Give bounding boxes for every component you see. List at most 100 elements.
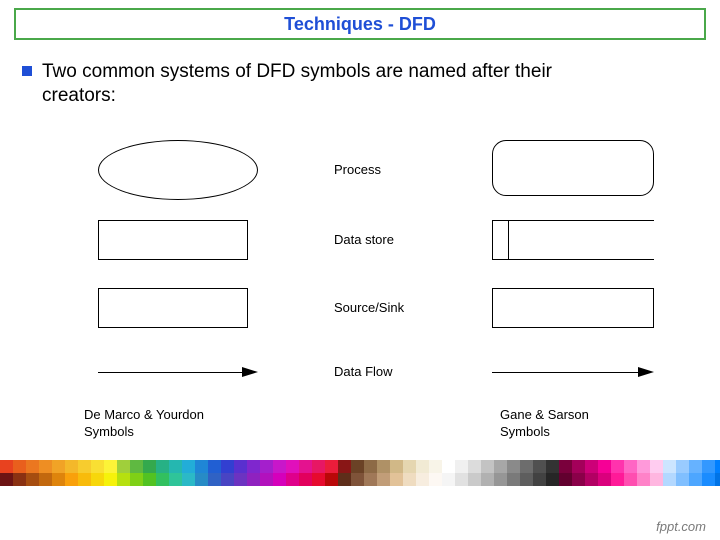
- footer-swatch: [624, 460, 637, 473]
- footer-swatch: [390, 460, 403, 473]
- footer-swatch: [91, 460, 104, 473]
- footer-swatch: [260, 460, 273, 473]
- footer-row: [0, 460, 720, 473]
- footer-swatch: [455, 473, 468, 486]
- footer-swatch: [624, 473, 637, 486]
- footer-swatch: [676, 460, 689, 473]
- row-label-datastore: Data store: [334, 232, 394, 247]
- footer-swatch: [351, 460, 364, 473]
- footer-swatch: [325, 473, 338, 486]
- footer-swatch: [429, 460, 442, 473]
- footer-swatch: [598, 460, 611, 473]
- footer-swatch: [65, 460, 78, 473]
- footer-swatch: [299, 460, 312, 473]
- footer-swatch: [416, 473, 429, 486]
- footer-swatch: [663, 473, 676, 486]
- footer-swatch: [546, 460, 559, 473]
- footer-swatch: [429, 473, 442, 486]
- row-label-process: Process: [334, 162, 381, 177]
- footer-swatch: [52, 460, 65, 473]
- footer-swatch: [442, 460, 455, 473]
- footer-swatch: [169, 473, 182, 486]
- caption-right: Gane & SarsonSymbols: [500, 406, 589, 440]
- right-datastore-shape-leftedge: [492, 220, 493, 260]
- right-process-shape: [492, 140, 654, 196]
- footer-swatch: [156, 473, 169, 486]
- bullet-text-line: Two common systems of DFD symbols are na…: [42, 61, 552, 82]
- dfd-symbols-diagram: ProcessData storeSource/SinkData FlowDe …: [64, 128, 670, 446]
- arrow-head-right-dataflow: [638, 367, 654, 377]
- footer-swatch: [273, 473, 286, 486]
- footer-swatch: [637, 460, 650, 473]
- caption-right-line: Symbols: [500, 424, 550, 439]
- footer-swatch: [351, 473, 364, 486]
- footer-swatch: [338, 460, 351, 473]
- footer-swatch: [481, 460, 494, 473]
- footer-swatch: [416, 460, 429, 473]
- footer-swatch: [78, 460, 91, 473]
- arrow-line-right-dataflow: [492, 372, 638, 373]
- left-process-shape: [98, 140, 258, 200]
- footer-swatch: [689, 473, 702, 486]
- footer-swatch: [663, 460, 676, 473]
- footer-swatch: [325, 460, 338, 473]
- footer-swatch: [611, 473, 624, 486]
- footer-swatch: [507, 473, 520, 486]
- footer-swatch: [247, 460, 260, 473]
- footer-swatch: [221, 460, 234, 473]
- footer-swatch: [169, 460, 182, 473]
- footer-swatch: [312, 473, 325, 486]
- footer-swatch: [494, 460, 507, 473]
- slide-title-box: Techniques - DFD: [14, 8, 706, 40]
- right-datastore-shape-divider: [508, 220, 509, 260]
- caption-left-line: De Marco & Yourdon: [84, 407, 204, 422]
- footer-swatch: [117, 460, 130, 473]
- arrow-line-left-dataflow: [98, 372, 242, 373]
- footer-swatch: [286, 460, 299, 473]
- footer-swatch: [585, 460, 598, 473]
- footer-swatch: [26, 473, 39, 486]
- footer-swatch: [481, 473, 494, 486]
- footer-swatch: [182, 460, 195, 473]
- footer-swatch: [39, 460, 52, 473]
- footer-swatch: [208, 473, 221, 486]
- footer-swatch: [364, 460, 377, 473]
- footer-swatch: [156, 460, 169, 473]
- bullet-text-line: creators:: [42, 85, 116, 106]
- slide-title: Techniques - DFD: [284, 14, 436, 34]
- footer-swatch: [403, 473, 416, 486]
- footer-swatch: [637, 473, 650, 486]
- footer-swatch: [559, 460, 572, 473]
- footer-swatch: [143, 473, 156, 486]
- footer-swatch: [143, 460, 156, 473]
- watermark-text: fppt.com: [656, 519, 706, 534]
- footer-swatch: [494, 473, 507, 486]
- footer-swatch: [468, 473, 481, 486]
- footer-swatch: [533, 460, 546, 473]
- footer-swatch: [0, 460, 13, 473]
- footer-swatch: [234, 460, 247, 473]
- footer-swatch: [39, 473, 52, 486]
- footer-swatch: [208, 460, 221, 473]
- row-label-dataflow: Data Flow: [334, 364, 393, 379]
- caption-left: De Marco & Yourdon Symbols: [84, 406, 204, 440]
- right-source-shape: [492, 288, 654, 328]
- footer-swatch: [104, 460, 117, 473]
- footer-swatch: [13, 473, 26, 486]
- footer-color-strip: [0, 460, 720, 486]
- footer-swatch: [455, 460, 468, 473]
- footer-swatch: [130, 460, 143, 473]
- footer-swatch: [195, 473, 208, 486]
- footer-swatch: [195, 460, 208, 473]
- footer-swatch: [559, 473, 572, 486]
- bullet-marker: [22, 66, 32, 76]
- arrow-head-left-dataflow: [242, 367, 258, 377]
- footer-swatch: [585, 473, 598, 486]
- footer-swatch: [715, 460, 720, 473]
- footer-swatch: [130, 473, 143, 486]
- caption-left-line: Symbols: [84, 424, 134, 439]
- footer-swatch: [533, 473, 546, 486]
- footer-swatch: [0, 473, 13, 486]
- footer-swatch: [676, 473, 689, 486]
- right-datastore-shape: [492, 220, 654, 260]
